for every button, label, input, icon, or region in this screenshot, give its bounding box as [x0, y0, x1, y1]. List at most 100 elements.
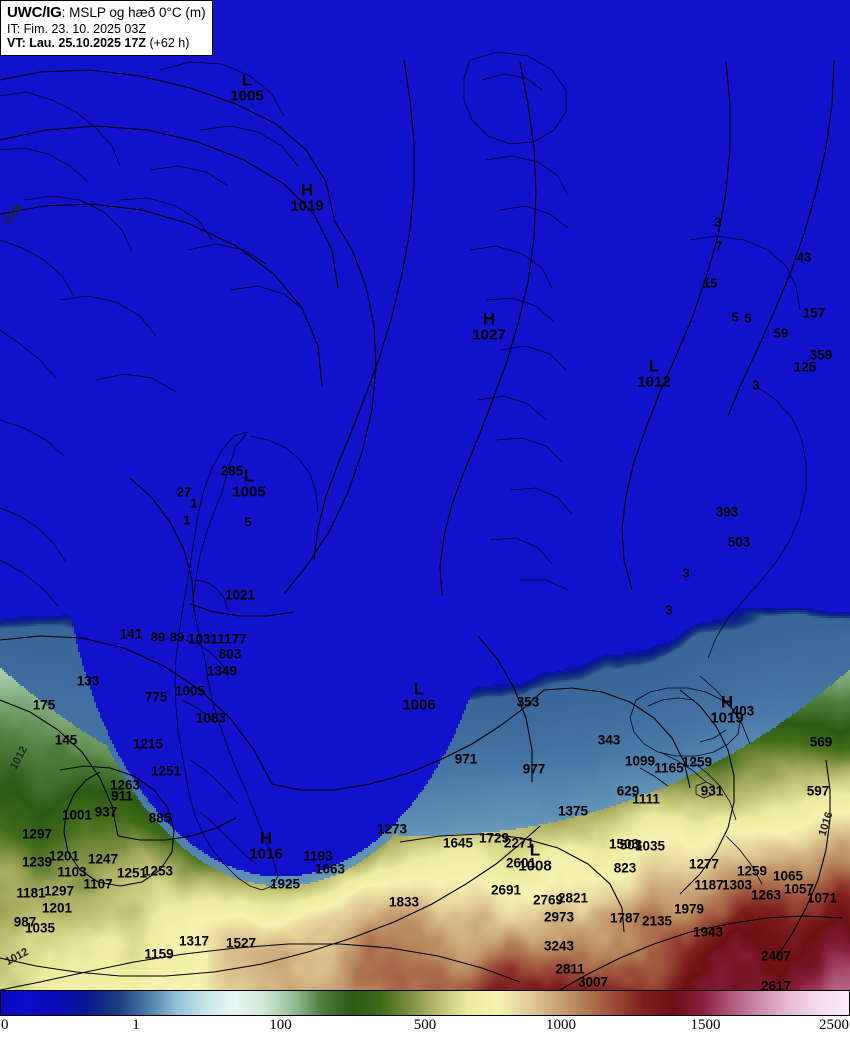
elevation-value: 911	[111, 788, 133, 804]
elevation-value: 2691	[490, 882, 522, 898]
elevation-value: 1057	[783, 881, 815, 897]
pressure-centre-value: 1019	[710, 710, 744, 728]
elevation-value: 1663	[314, 861, 346, 877]
elevation-value: 569	[809, 734, 833, 750]
header-valid-offset: (+62 h)	[145, 36, 190, 51]
elevation-value: 15	[702, 275, 718, 291]
elevation-value: 1375	[557, 803, 589, 819]
elevation-value: 1	[190, 495, 198, 511]
elevation-value: 1317	[178, 933, 210, 949]
elevation-value: 393	[715, 504, 739, 520]
elevation-value: 141	[119, 626, 143, 642]
elevation-value: 1259	[736, 863, 768, 879]
elevation-value: 1251	[116, 865, 148, 881]
elevation-value: 1107	[83, 876, 113, 892]
elevation-value: 1159	[144, 946, 174, 962]
pressure-centre-type: L	[413, 679, 425, 699]
pressure-centre-type: H	[720, 692, 734, 712]
pressure-centre-h-1027: H 1027	[472, 310, 506, 345]
header-source: UWC/IG	[7, 4, 62, 21]
elevation-value: 1035	[24, 920, 56, 936]
elevation-value: 1021	[224, 587, 256, 603]
elevation-value: 1099	[624, 753, 656, 769]
elevation-value: 175	[32, 697, 56, 713]
elevation-value: 1083	[195, 710, 227, 726]
colorbar-tick-500: 500	[413, 1017, 437, 1033]
elevation-value: 2811	[555, 961, 585, 977]
elevation-value: 1527	[225, 935, 257, 951]
elevation-value: 157	[802, 305, 826, 321]
elevation-value: 1787	[609, 910, 641, 926]
map-canvas-area[interactable]: L 1005 H 1019 H 1027 L 1012 L 1005 L 1006 H 1019 H 1016…	[0, 0, 850, 990]
elevation-raster	[0, 0, 850, 990]
header-valid-main: VT: Lau. 25.10.2025 17Z	[7, 36, 146, 51]
colorbar-gradient[interactable]	[0, 990, 850, 1016]
elevation-value: 971	[454, 751, 478, 767]
elevation-value: 1251	[150, 763, 182, 779]
elevation-value: 5	[744, 310, 752, 326]
elevation-value: 1263	[109, 777, 141, 793]
pressure-centre-value: 1006	[402, 697, 436, 715]
elevation-value: 1943	[692, 924, 724, 940]
elevation-value: 125	[793, 359, 817, 375]
elevation-value: 2973	[543, 909, 575, 925]
elevation-value: 1349	[206, 663, 238, 679]
elevation-value: 1253	[142, 863, 174, 879]
elevation-value: 133	[76, 673, 100, 689]
elevation-value: 1177	[217, 631, 247, 647]
elevation-value: 937	[94, 804, 118, 820]
elevation-value: 359	[809, 347, 833, 363]
elevation-value: 1201	[48, 848, 80, 864]
elevation-value: 2407	[760, 948, 792, 964]
header-valid-time: VT: Lau. 25.10.2025 17Z (+62 h)	[7, 36, 206, 51]
elevation-value: 931	[700, 783, 724, 799]
pressure-centre-value: 1019	[290, 198, 324, 216]
elevation-value: 1071	[806, 890, 838, 906]
pressure-centre-type: H	[259, 828, 273, 848]
elevation-value: 3	[665, 602, 673, 618]
elevation-value: 145	[54, 732, 78, 748]
elevation-value: 1833	[388, 894, 420, 910]
colorbar-tick-0: 0	[1, 1017, 9, 1033]
pressure-centre-value: 1005	[230, 88, 264, 106]
elevation-value: 1259	[681, 754, 713, 770]
elevation-value: 977	[522, 761, 546, 777]
elevation-value: 987	[13, 914, 37, 930]
header-product-line: UWC/IG: MSLP og hæð 0°C (m)	[7, 4, 206, 22]
colorbar-tick-labels: 0 1 100 500 1000 1500 2500	[0, 1016, 850, 1041]
elevation-value: 629	[616, 783, 640, 799]
pressure-centre-type: L	[243, 466, 255, 486]
pressure-centre-value: 1005	[232, 484, 266, 502]
elevation-value: 1035	[634, 838, 666, 854]
coastlines	[0, 51, 807, 891]
colorbar-panel: 0 1 100 500 1000 1500 2500	[0, 990, 850, 1041]
elevation-value: 27	[176, 484, 192, 500]
elevation-value: 1165	[654, 760, 684, 776]
elevation-value: 885	[148, 810, 172, 826]
elevation-value: 1263	[750, 887, 782, 903]
elevation-value: 1181	[16, 885, 46, 901]
elevation-value: 2601	[505, 855, 537, 871]
elevation-value: 3007	[577, 974, 609, 990]
elevation-value: 1273	[376, 821, 408, 837]
elevation-value: 1297	[43, 883, 75, 899]
elevation-value: 1215	[132, 736, 164, 752]
pressure-centre-type: L	[241, 70, 253, 90]
pressure-centre-h-1019: H 1019	[290, 180, 324, 216]
elevation-value: 1031	[187, 631, 219, 647]
pressure-centre-value: 1027	[472, 327, 506, 345]
elevation-value: 1645	[442, 835, 474, 851]
pressure-centre-type: L	[529, 840, 541, 860]
info-header-box: UWC/IG: MSLP og hæð 0°C (m) IT: Fim. 23.…	[0, 0, 213, 57]
elevation-value: 1729	[478, 830, 510, 846]
elevation-value: 775	[144, 689, 168, 705]
pressure-centre-l-1012: L 1012	[637, 357, 671, 392]
pressure-centre-value: 1012	[637, 374, 671, 392]
elevation-value: 285	[220, 463, 244, 479]
pressure-centre-type: H	[300, 180, 314, 200]
pressure-centre-l-1005: L 1005	[232, 466, 266, 502]
elevation-value: 1925	[269, 876, 301, 892]
elevation-value: 803	[218, 646, 242, 662]
colorbar-tick-100: 100	[269, 1017, 292, 1033]
